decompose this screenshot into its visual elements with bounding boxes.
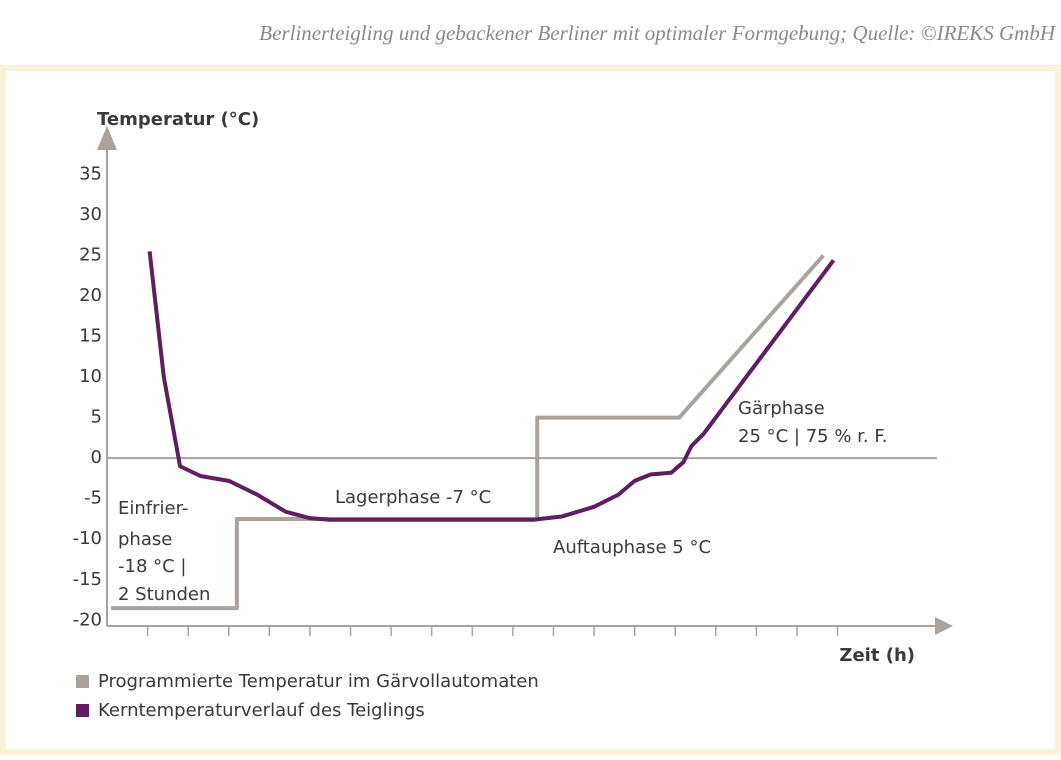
annotation: -18 °C | [118,556,186,577]
y-tick-label: 15 [79,326,102,347]
y-tick-label: 20 [79,285,102,306]
y-tick-label: 35 [79,163,102,184]
legend-swatch [76,704,89,717]
y-tick-label: -5 [84,488,102,509]
y-tick-label: 10 [79,366,102,387]
x-axis-title: Zeit (h) [839,645,915,666]
y-axis-arrow [97,126,117,150]
y-tick-label: 5 [91,407,102,428]
y-tick-label: -15 [73,569,102,590]
caption: Berlinerteigling und gebackener Berliner… [259,21,1057,45]
y-tick-label: 25 [79,244,102,265]
legend-label: Kerntemperaturverlauf des Teiglings [98,700,425,721]
annotation: Einfrier- [118,498,188,519]
y-tick-label: -20 [73,609,102,630]
y-tick-label: -10 [73,528,102,549]
legend-swatch [76,675,89,688]
frame [0,65,1061,755]
series-line [111,254,825,611]
legend-label: Programmierte Temperatur im Gärvollautom… [98,671,539,692]
annotation: Lagerphase -7 °C [335,487,491,508]
y-axis-title: Temperatur (°C) [97,109,259,130]
x-axis-arrow [935,617,953,635]
annotation: phase [118,529,172,550]
y-tick-label: 0 [91,447,102,468]
annotation: Auftauphase 5 °C [553,537,711,558]
annotation: 25 °C | 75 % r. F. [738,426,888,447]
annotation: Gärphase [738,398,825,419]
annotation: 2 Stunden [118,584,210,605]
y-tick-label: 30 [79,204,102,225]
series-line [147,251,836,522]
